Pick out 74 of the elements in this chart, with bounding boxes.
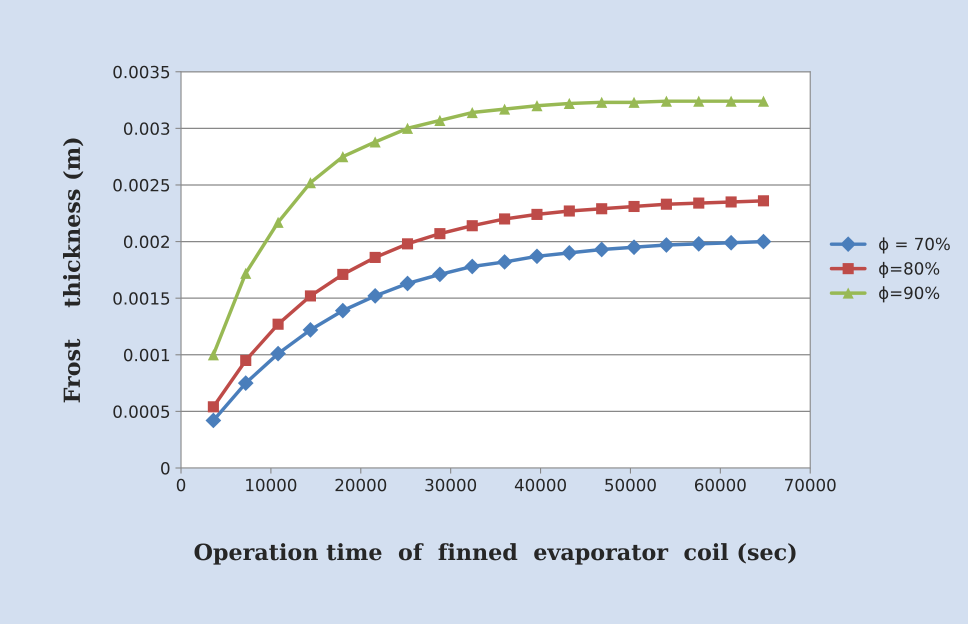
y-tick-label: 0.001: [124, 348, 170, 362]
point: [561, 245, 578, 261]
point: [206, 412, 222, 428]
point: [756, 234, 772, 250]
point: [240, 268, 252, 279]
point: [367, 288, 384, 304]
point: [432, 266, 448, 282]
point: [337, 151, 348, 162]
y-tick-label: 0.0005: [113, 405, 170, 418]
x-tick-label: 40000: [514, 478, 566, 492]
point: [596, 96, 608, 108]
point: [690, 236, 707, 252]
point: [628, 96, 640, 108]
point: [240, 354, 252, 366]
point: [400, 276, 416, 292]
legend-label: ϕ=80%: [879, 262, 940, 278]
point: [208, 349, 219, 360]
point: [370, 252, 381, 263]
x-tick-label: 20000: [336, 478, 386, 492]
point: [238, 375, 254, 391]
point: [466, 220, 478, 232]
x-tick-label: 0: [176, 478, 186, 492]
point: [434, 114, 446, 126]
y-tick-label: 0.0025: [113, 178, 170, 192]
point: [726, 96, 737, 107]
point: [660, 96, 672, 107]
point: [302, 322, 318, 338]
point: [337, 268, 348, 280]
point: [693, 96, 704, 107]
point: [272, 216, 284, 228]
point: [370, 136, 381, 148]
x-tick-label: 30000: [425, 478, 476, 492]
legend-label: ϕ=90%: [879, 286, 940, 302]
point: [272, 318, 284, 330]
point: [496, 254, 512, 270]
x-axis-title: Operation time of finned evaporator coil (sec): [194, 543, 796, 565]
point: [531, 100, 543, 112]
point: [564, 98, 575, 110]
point: [499, 104, 510, 115]
y-tick-label: 0: [161, 462, 170, 475]
point: [628, 200, 640, 212]
point: [594, 242, 610, 258]
point: [726, 196, 737, 208]
point: [660, 198, 672, 210]
point: [334, 302, 351, 318]
point: [758, 96, 770, 107]
x-tick-label: 10000: [246, 478, 296, 492]
point: [596, 203, 608, 214]
point: [434, 228, 446, 240]
point: [208, 401, 219, 412]
point: [531, 208, 543, 220]
y-tick-label: 0.0015: [113, 292, 170, 305]
point: [464, 258, 480, 274]
point: [270, 346, 286, 362]
point: [499, 213, 510, 224]
point: [658, 237, 674, 253]
y-axis-title: Frost thickness (m): [62, 138, 84, 402]
point: [758, 195, 770, 206]
legend-label: ϕ = 70%: [879, 237, 950, 254]
point: [564, 205, 575, 217]
x-tick-label: 60000: [694, 478, 746, 492]
point: [402, 238, 414, 250]
point: [723, 234, 739, 251]
point: [466, 106, 478, 118]
point: [402, 122, 414, 134]
y-tick-label: 0.0035: [113, 66, 170, 78]
point: [304, 290, 316, 302]
point: [529, 248, 545, 264]
x-tick-label: 70000: [785, 478, 836, 492]
point: [693, 198, 704, 209]
y-tick-label: 0.003: [124, 122, 170, 135]
x-tick-label: 50000: [605, 478, 656, 492]
point: [626, 239, 642, 256]
y-tick-label: 0.002: [124, 236, 169, 248]
